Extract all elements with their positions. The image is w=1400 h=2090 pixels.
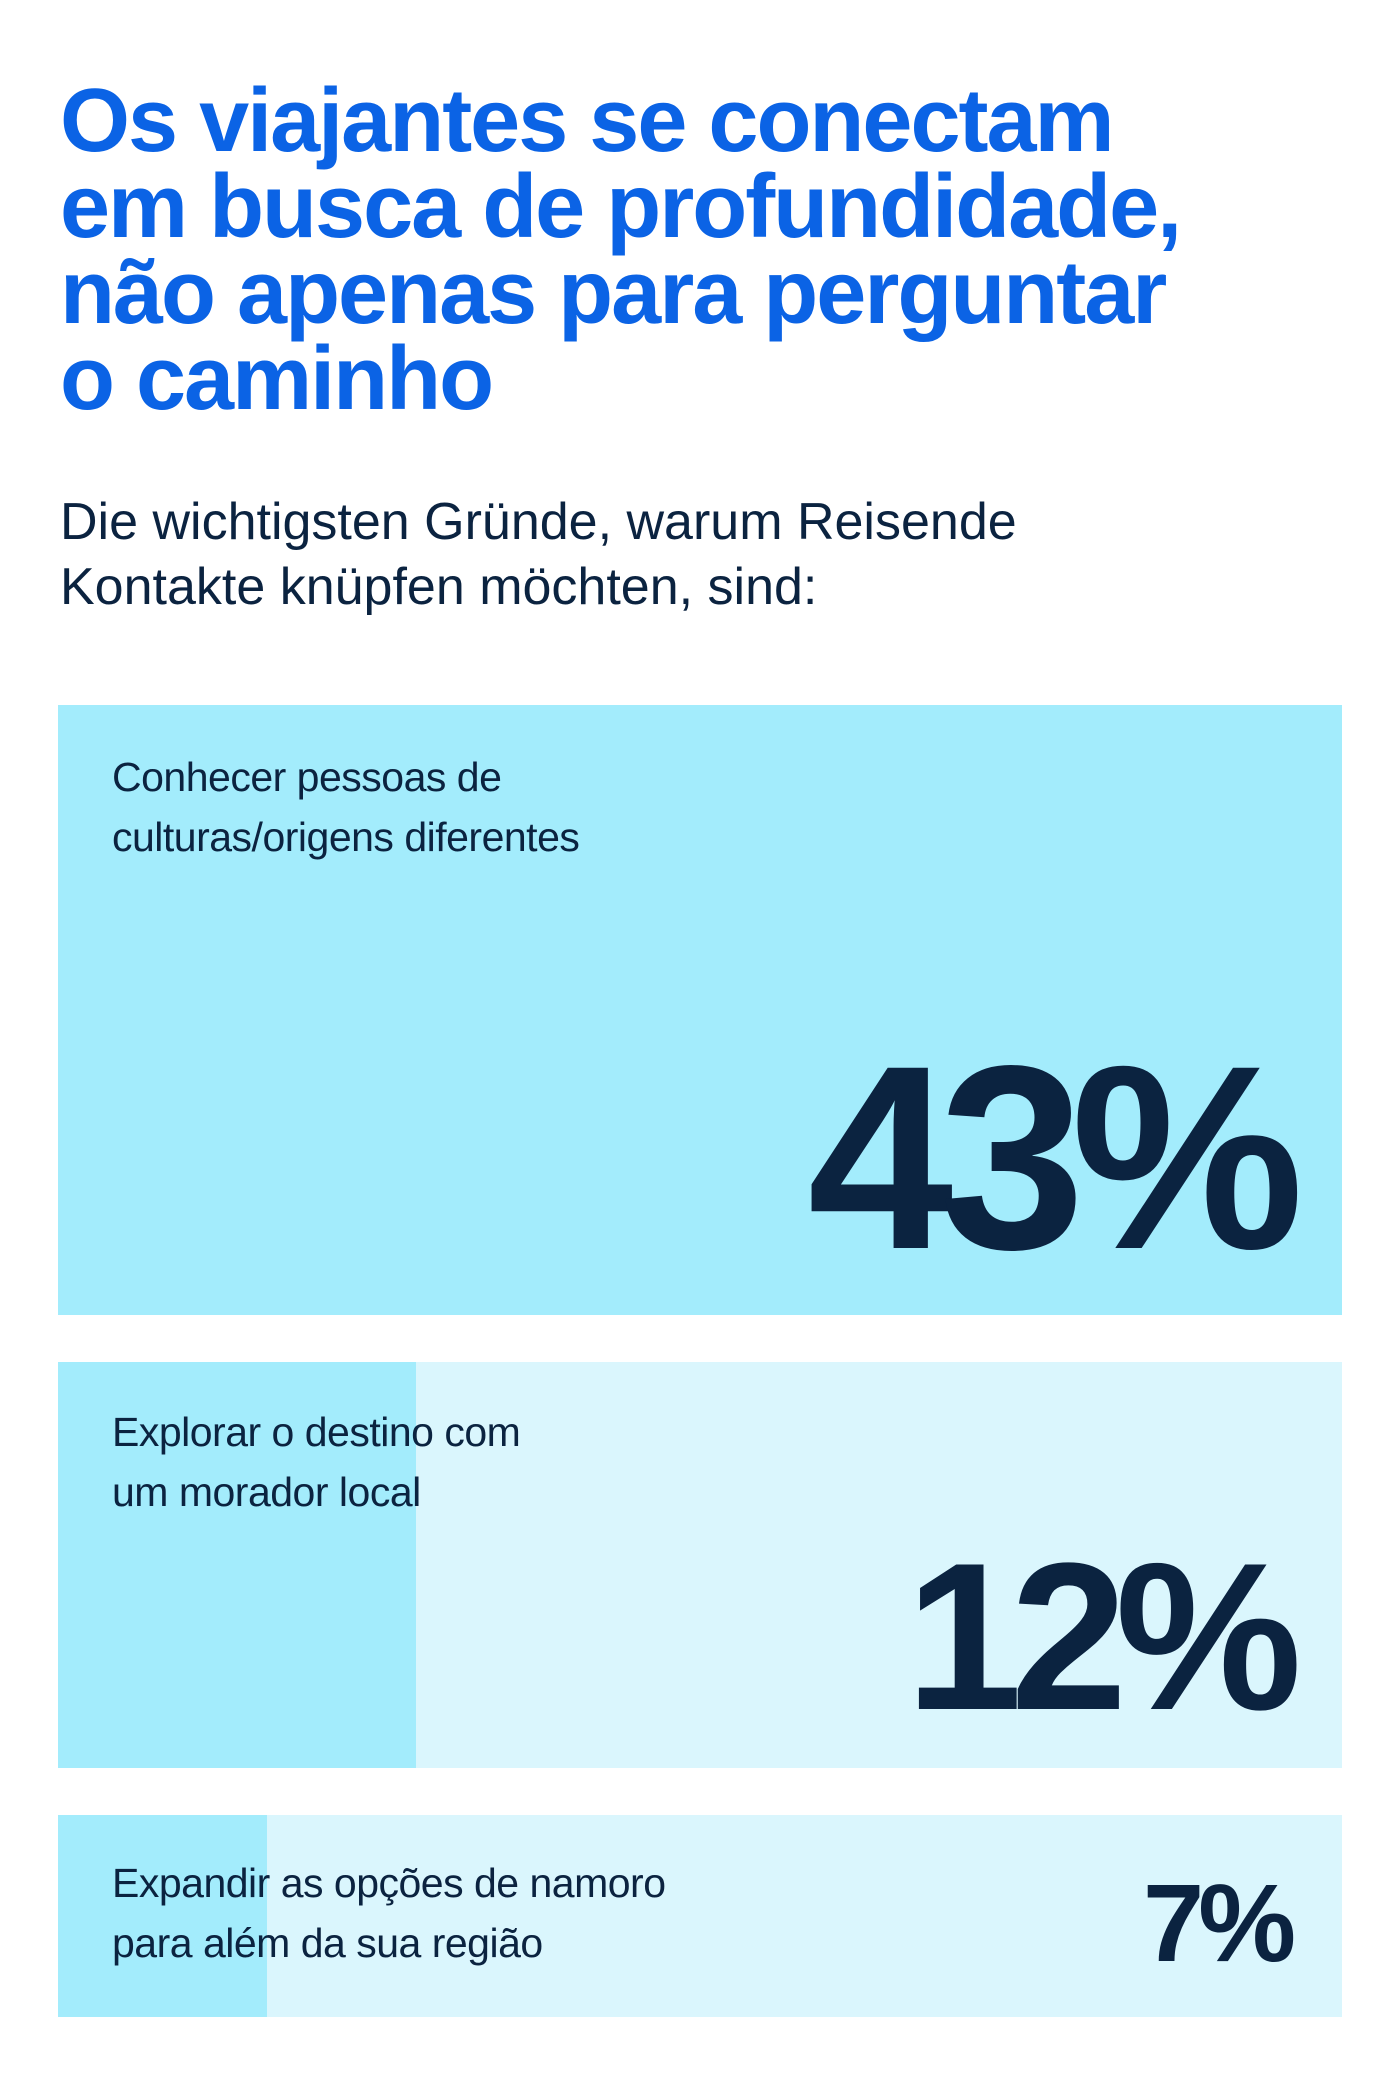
category-label: Expandir as opções de namoro para além d… xyxy=(112,1853,666,1973)
title-line: Os viajantes se conectam xyxy=(60,71,1115,171)
title-line: o caminho xyxy=(60,329,494,429)
bar xyxy=(58,1362,417,1768)
value-label: 43% xyxy=(807,1011,1304,1304)
value-label: 12% xyxy=(905,1519,1302,1754)
category-label: Conhecer pessoas de culturas/origens dif… xyxy=(112,747,580,867)
bar xyxy=(58,1815,268,2017)
subtitle-line: Kontakte knüpfen möchten, sind: xyxy=(60,558,818,616)
category-label-line: culturas/origens diferentes xyxy=(112,814,580,860)
category-label-line: Conhecer pessoas de xyxy=(112,754,502,800)
title-line: em busca de profundidade, xyxy=(60,157,1182,257)
page-title: Os viajantes se conectam em busca de pro… xyxy=(60,71,1360,429)
bar xyxy=(58,705,1342,1315)
category-label: Explorar o destino com um morador local xyxy=(112,1402,521,1522)
value-label: 7% xyxy=(1143,1862,1296,1985)
bar-row: Conhecer pessoas de culturas/origens dif… xyxy=(58,705,1342,1315)
category-label-line: Expandir as opções de namoro xyxy=(112,1860,666,1906)
category-label-line: Explorar o destino com xyxy=(112,1409,521,1455)
subtitle-line: Die wichtigsten Gründe, warum Reisende xyxy=(60,493,1017,551)
category-label-line: um morador local xyxy=(112,1469,421,1515)
bar-row: Explorar o destino com um morador local … xyxy=(58,1362,1342,1768)
category-label-line: para além da sua região xyxy=(112,1920,543,1966)
title-line: não apenas para perguntar xyxy=(60,243,1167,343)
bar-row: Expandir as opções de namoro para além d… xyxy=(58,1815,1342,2017)
chart-subtitle: Die wichtigsten Gründe, warum Reisende K… xyxy=(60,490,1360,620)
